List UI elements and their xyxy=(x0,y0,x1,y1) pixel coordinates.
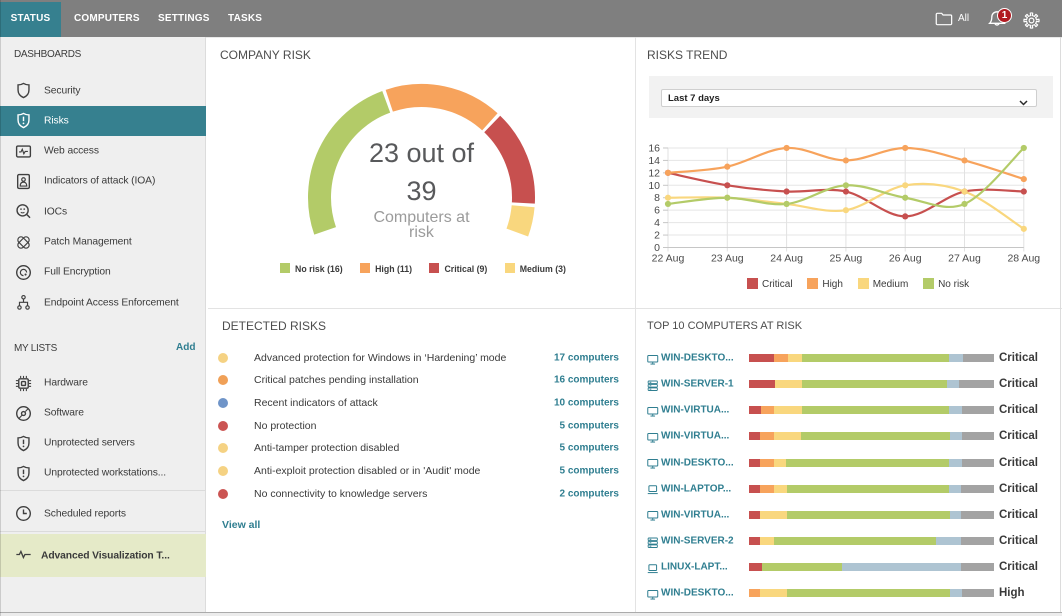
svg-text:4: 4 xyxy=(654,217,660,229)
svg-text:27 Aug: 27 Aug xyxy=(948,253,981,265)
svg-text:28 Aug: 28 Aug xyxy=(1007,253,1040,265)
svg-text:8: 8 xyxy=(654,192,660,204)
svg-text:14: 14 xyxy=(648,155,660,167)
svg-text:12: 12 xyxy=(648,167,660,179)
svg-text:6: 6 xyxy=(654,205,660,217)
svg-text:22 Aug: 22 Aug xyxy=(652,253,685,265)
svg-text:26 Aug: 26 Aug xyxy=(889,253,922,265)
svg-text:16: 16 xyxy=(648,142,660,154)
svg-text:24 Aug: 24 Aug xyxy=(770,253,803,265)
svg-text:2: 2 xyxy=(654,230,660,242)
svg-text:10: 10 xyxy=(648,180,660,192)
svg-text:23 Aug: 23 Aug xyxy=(711,253,744,265)
svg-text:25 Aug: 25 Aug xyxy=(830,253,863,265)
svg-text:0: 0 xyxy=(654,242,660,254)
